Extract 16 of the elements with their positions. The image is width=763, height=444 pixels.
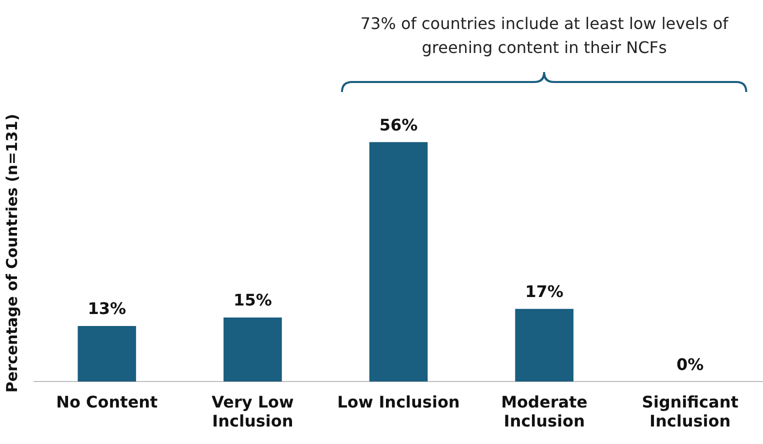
x-tick-label: Very Low Inclusion (212, 392, 294, 431)
data-label: 17% (525, 282, 564, 302)
data-label: 13% (88, 299, 126, 318)
y-axis-title: Percentage of Countries (n=131) (2, 114, 21, 393)
text: 73% of countries include at least low levels of greening content in their NCFs (359, 13, 730, 59)
bar (78, 326, 136, 382)
x-tick-label: No Content (56, 392, 158, 412)
bar (515, 308, 574, 382)
data-label: 15% (234, 290, 272, 310)
x-tick-label: Low Inclusion (337, 392, 460, 412)
data-label: 56% (379, 115, 418, 134)
data-label: 0% (676, 354, 704, 374)
bar (369, 142, 428, 382)
bar (224, 317, 282, 382)
x-tick-label: Moderate Inclusion (501, 392, 588, 431)
x-tick-label: Significant Inclusion (642, 392, 739, 431)
